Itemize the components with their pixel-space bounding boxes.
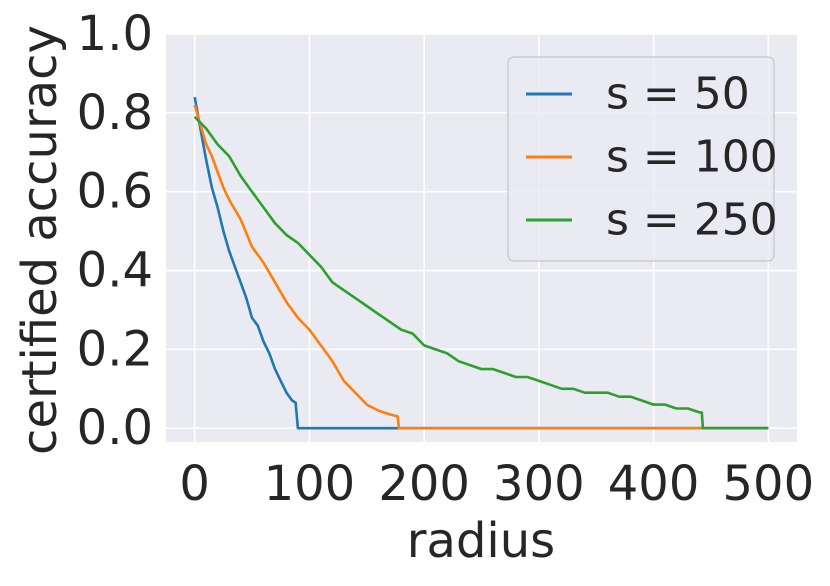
legend-entries: s = 50 s = 100 s = 250 [526, 69, 778, 246]
x-tick-label: 200 [378, 456, 470, 512]
legend-label-2: s = 100 [606, 132, 778, 183]
x-tick-labels: 0 100 200 300 400 500 [179, 456, 814, 512]
x-axis-label: radius [407, 513, 555, 569]
y-tick-label: 0.6 [77, 164, 153, 220]
y-tick-labels: 0.0 0.2 0.4 0.6 0.8 1.0 [77, 6, 153, 456]
x-tick-label: 300 [493, 456, 585, 512]
y-tick-label: 0.0 [77, 400, 153, 456]
y-tick-label: 1.0 [77, 6, 153, 62]
y-tick-label: 0.8 [77, 85, 153, 141]
y-axis-label: certified accuracy [12, 25, 68, 455]
y-tick-label: 0.2 [77, 321, 153, 377]
legend: s = 50 s = 100 s = 250 [507, 56, 778, 262]
series-line-3 [193, 115, 769, 430]
legend-label-3: s = 250 [606, 195, 778, 246]
x-tick-label: 500 [723, 456, 815, 512]
legend-box [507, 56, 775, 262]
series-line-1 [193, 96, 769, 430]
series-lines [193, 96, 769, 430]
series-line-2 [193, 104, 769, 430]
y-tick-label: 0.4 [77, 243, 153, 299]
x-tick-label: 400 [608, 456, 700, 512]
x-tick-label: 0 [179, 456, 210, 512]
legend-label-1: s = 50 [606, 69, 750, 120]
x-tick-label: 100 [264, 456, 356, 512]
